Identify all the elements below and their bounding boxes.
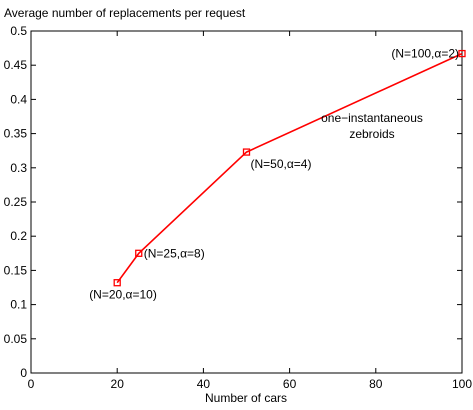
annotation-line-2: zebroids: [349, 127, 394, 141]
point-label: (N=20,α=10): [89, 288, 157, 302]
y-axis: 0 0.05 0.1 0.15 0.2 0.25 0.3 0.35 0.4 0.45 0.5: [4, 24, 462, 380]
point-label: (N=100,α=2): [391, 47, 459, 61]
y-tick-label: 0.45: [4, 58, 28, 72]
x-tick-label: 0: [28, 377, 35, 391]
point-label: (N=25,α=8): [144, 246, 205, 260]
series-line: [116, 52, 463, 284]
series-group: [113, 49, 466, 287]
y-tick-label: 0.35: [4, 127, 28, 141]
data-point-marker: [135, 249, 143, 257]
chart-title: Average number of replacements per reque…: [4, 6, 246, 20]
y-tick-label: 0.3: [10, 161, 27, 175]
x-tick-label: 20: [111, 377, 125, 391]
y-tick-label: 0: [20, 366, 27, 380]
y-tick-label: 0.15: [4, 263, 28, 277]
data-point-marker: [113, 279, 121, 287]
data-point-marker: [458, 49, 466, 58]
x-tick-label: 40: [197, 377, 211, 391]
y-tick-label: 0.1: [10, 298, 27, 312]
y-tick-label: 0.05: [4, 332, 28, 346]
x-tick-label: 80: [369, 377, 383, 391]
y-tick-label: 0.4: [10, 92, 27, 106]
x-tick-label: 60: [283, 377, 297, 391]
y-tick-label: 0.25: [4, 195, 28, 209]
x-axis-title: Number of cars: [205, 391, 287, 405]
point-label: (N=50,α=4): [251, 157, 312, 171]
data-point-marker: [242, 148, 251, 156]
x-tick-label: 100: [452, 377, 472, 391]
point-labels: (N=20,α=10) (N=25,α=8) (N=50,α=4) (N=100,α=…: [89, 47, 459, 302]
y-tick-label: 0.5: [10, 24, 27, 38]
annotation-line-1: one−instantaneous: [321, 111, 423, 125]
y-tick-label: 0.2: [10, 229, 27, 243]
x-axis: 0 20 40 60 80 100: [28, 31, 472, 391]
